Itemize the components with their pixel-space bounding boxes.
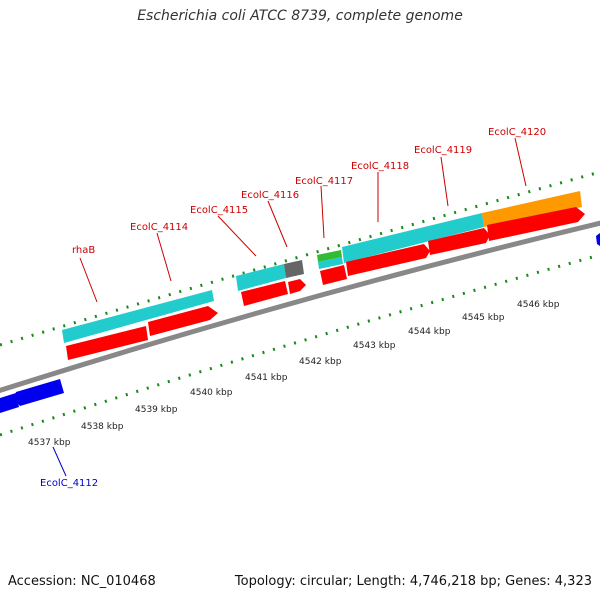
cog-bar-4117-cyan[interactable] <box>318 257 343 269</box>
cog-bar-4117-green[interactable] <box>317 250 342 262</box>
tick-label: 4546 kbp <box>517 300 560 310</box>
tick-label: 4537 kbp <box>28 438 71 448</box>
gene-label-EcolC_4120[interactable]: EcolC_4120 <box>488 127 546 138</box>
tick-label: 4540 kbp <box>190 388 233 398</box>
cog-bar-rhaB[interactable] <box>62 290 214 343</box>
gene-label-EcolC_4114[interactable]: EcolC_4114 <box>130 222 188 233</box>
cds-minus-right[interactable] <box>596 233 600 246</box>
cds-EcolC_4120[interactable] <box>487 207 585 241</box>
cog-bars <box>62 191 582 343</box>
gene-label-rhaB[interactable]: rhaB <box>72 245 95 256</box>
gene-label-EcolC_4115[interactable]: EcolC_4115 <box>190 205 248 216</box>
tick-label: 4545 kbp <box>462 313 505 323</box>
cog-bar-4115[interactable] <box>236 264 286 291</box>
cds-EcolC_4119[interactable] <box>428 228 490 255</box>
gene-label-EcolC_4117[interactable]: EcolC_4117 <box>295 176 353 187</box>
cog-bar-4120[interactable] <box>482 191 582 227</box>
tick-label: 4541 kbp <box>245 373 288 383</box>
genome-title: Escherichia coli ATCC 8739, complete gen… <box>137 8 463 24</box>
cds-EcolC_4116[interactable] <box>288 279 306 294</box>
accession-text: Accession: NC_010468 <box>8 574 156 589</box>
cog-bar-4118-4119[interactable] <box>342 213 484 263</box>
cds-EcolC_4115[interactable] <box>241 281 288 306</box>
plus-strand-cds <box>66 207 585 360</box>
minus-strand-cds <box>0 233 600 413</box>
gene-label-EcolC_4112[interactable]: EcolC_4112 <box>40 478 98 489</box>
leader-lines <box>52 137 527 477</box>
cds-rhaB[interactable] <box>66 326 148 360</box>
tick-label: 4542 kbp <box>299 357 342 367</box>
gene-label-EcolC_4119[interactable]: EcolC_4119 <box>414 145 472 156</box>
tick-label: 4543 kbp <box>353 341 396 351</box>
gene-label-EcolC_4116[interactable]: EcolC_4116 <box>241 190 299 201</box>
cds-EcolC_4117[interactable] <box>320 265 347 285</box>
cog-bar-4116[interactable] <box>284 260 304 278</box>
genome-summary-text: Topology: circular; Length: 4,746,218 bp… <box>234 574 592 589</box>
cds-minus-left[interactable] <box>0 393 19 413</box>
gene-labels: rhaB EcolC_4114 EcolC_4115 EcolC_4116 Ec… <box>40 127 546 489</box>
gene-label-EcolC_4118[interactable]: EcolC_4118 <box>351 161 409 172</box>
cds-EcolC_4112[interactable] <box>14 379 64 406</box>
tick-label: 4544 kbp <box>408 327 451 337</box>
cds-EcolC_4114[interactable] <box>148 306 218 336</box>
outer-ruler <box>0 170 600 347</box>
kbp-tick-labels: 4537 kbp 4538 kbp 4539 kbp 4540 kbp 4541… <box>28 300 560 448</box>
inner-ruler <box>0 253 600 437</box>
tick-label: 4538 kbp <box>81 422 124 432</box>
tick-label: 4539 kbp <box>135 405 178 415</box>
genome-backbone <box>0 220 600 394</box>
cds-EcolC_4118[interactable] <box>346 244 430 276</box>
